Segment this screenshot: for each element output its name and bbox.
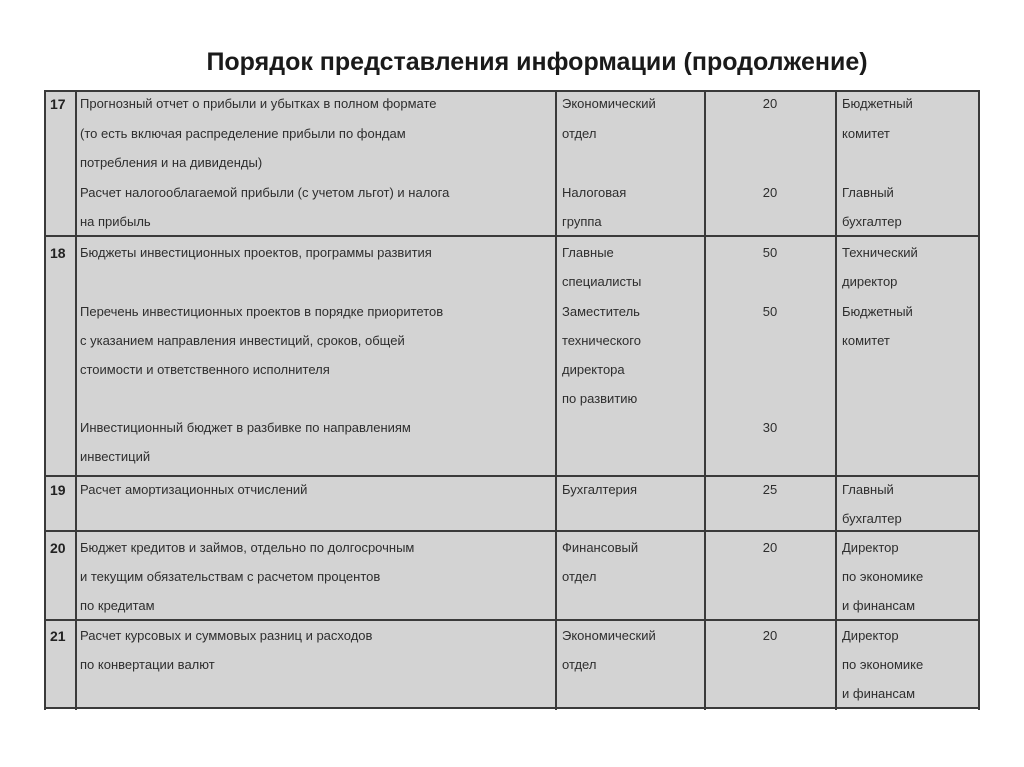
row-number: 21 xyxy=(50,628,66,644)
responsible-department: Финансовый xyxy=(562,540,639,555)
row-divider xyxy=(44,530,980,532)
approver: комитет xyxy=(842,126,890,141)
item-description: Прогнозный отчет о прибыли и убытках в п… xyxy=(80,96,437,111)
info-table xyxy=(44,90,980,708)
responsible-department: отдел xyxy=(562,657,597,672)
approver: комитет xyxy=(842,333,890,348)
item-description: (то есть включая распределение прибыли п… xyxy=(80,126,406,141)
row-divider xyxy=(44,475,980,477)
deadline-days: 50 xyxy=(762,304,778,319)
row-divider xyxy=(44,90,980,92)
approver: Бюджетный xyxy=(842,304,913,319)
row-number: 17 xyxy=(50,96,66,112)
item-description: Бюджеты инвестиционных проектов, програм… xyxy=(80,245,432,260)
responsible-department: Заместитель xyxy=(562,304,640,319)
row-number: 20 xyxy=(50,540,66,556)
item-description: стоимости и ответственного исполнителя xyxy=(80,362,330,377)
row-divider xyxy=(44,235,980,237)
responsible-department: Главные xyxy=(562,245,614,260)
column-divider xyxy=(978,90,980,710)
approver: бухгалтер xyxy=(842,214,902,229)
item-description: Расчет амортизационных отчислений xyxy=(80,482,308,497)
deadline-days: 50 xyxy=(762,245,778,260)
deadline-days: 20 xyxy=(762,96,778,111)
approver: бухгалтер xyxy=(842,511,902,526)
item-description: по конвертации валют xyxy=(80,657,215,672)
item-description: инвестиций xyxy=(80,449,151,464)
item-description: Перечень инвестиционных проектов в поряд… xyxy=(80,304,444,319)
row-divider xyxy=(44,707,980,709)
item-description: Инвестиционный бюджет в разбивке по напр… xyxy=(80,420,411,435)
approver: Бюджетный xyxy=(842,96,913,111)
item-description: Расчет курсовых и суммовых разниц и расх… xyxy=(80,628,373,643)
column-divider xyxy=(555,90,557,710)
approver: Директор xyxy=(842,628,899,643)
deadline-days: 30 xyxy=(762,420,778,435)
item-description: по кредитам xyxy=(80,598,155,613)
responsible-department: по развитию xyxy=(562,391,638,406)
column-divider xyxy=(75,90,77,710)
responsible-department: Экономический xyxy=(562,628,656,643)
responsible-department: специалисты xyxy=(562,274,642,289)
item-description: на прибыль xyxy=(80,214,151,229)
row-number: 19 xyxy=(50,482,66,498)
responsible-department: Налоговая xyxy=(562,185,627,200)
deadline-days: 20 xyxy=(762,185,778,200)
responsible-department: технического xyxy=(562,333,641,348)
approver: директор xyxy=(842,274,898,289)
approver: по экономике xyxy=(842,657,924,672)
deadline-days: 25 xyxy=(762,482,778,497)
column-divider xyxy=(704,90,706,710)
row-divider xyxy=(44,619,980,621)
responsible-department: Экономический xyxy=(562,96,656,111)
responsible-department: отдел xyxy=(562,569,597,584)
deadline-days: 20 xyxy=(762,540,778,555)
responsible-department: группа xyxy=(562,214,602,229)
responsible-department: отдел xyxy=(562,126,597,141)
item-description: потребления и на дивиденды) xyxy=(80,155,263,170)
item-description: с указанием направления инвестиций, срок… xyxy=(80,333,405,348)
approver: Главный xyxy=(842,482,894,497)
responsible-department: Бухгалтерия xyxy=(562,482,638,497)
approver: Главный xyxy=(842,185,894,200)
deadline-days: 20 xyxy=(762,628,778,643)
approver: по экономике xyxy=(842,569,924,584)
responsible-department: директора xyxy=(562,362,625,377)
approver: и финансам xyxy=(842,686,916,701)
row-number: 18 xyxy=(50,245,66,261)
column-divider xyxy=(44,90,46,710)
approver: и финансам xyxy=(842,598,916,613)
item-description: Бюджет кредитов и займов, отдельно по до… xyxy=(80,540,415,555)
column-divider xyxy=(835,90,837,710)
slide-title: Порядок представления информации (продол… xyxy=(206,48,868,76)
item-description: и текущим обязательствам с расчетом проц… xyxy=(80,569,381,584)
approver: Технический xyxy=(842,245,918,260)
item-description: Расчет налогооблагаемой прибыли (с учето… xyxy=(80,185,450,200)
approver: Директор xyxy=(842,540,899,555)
